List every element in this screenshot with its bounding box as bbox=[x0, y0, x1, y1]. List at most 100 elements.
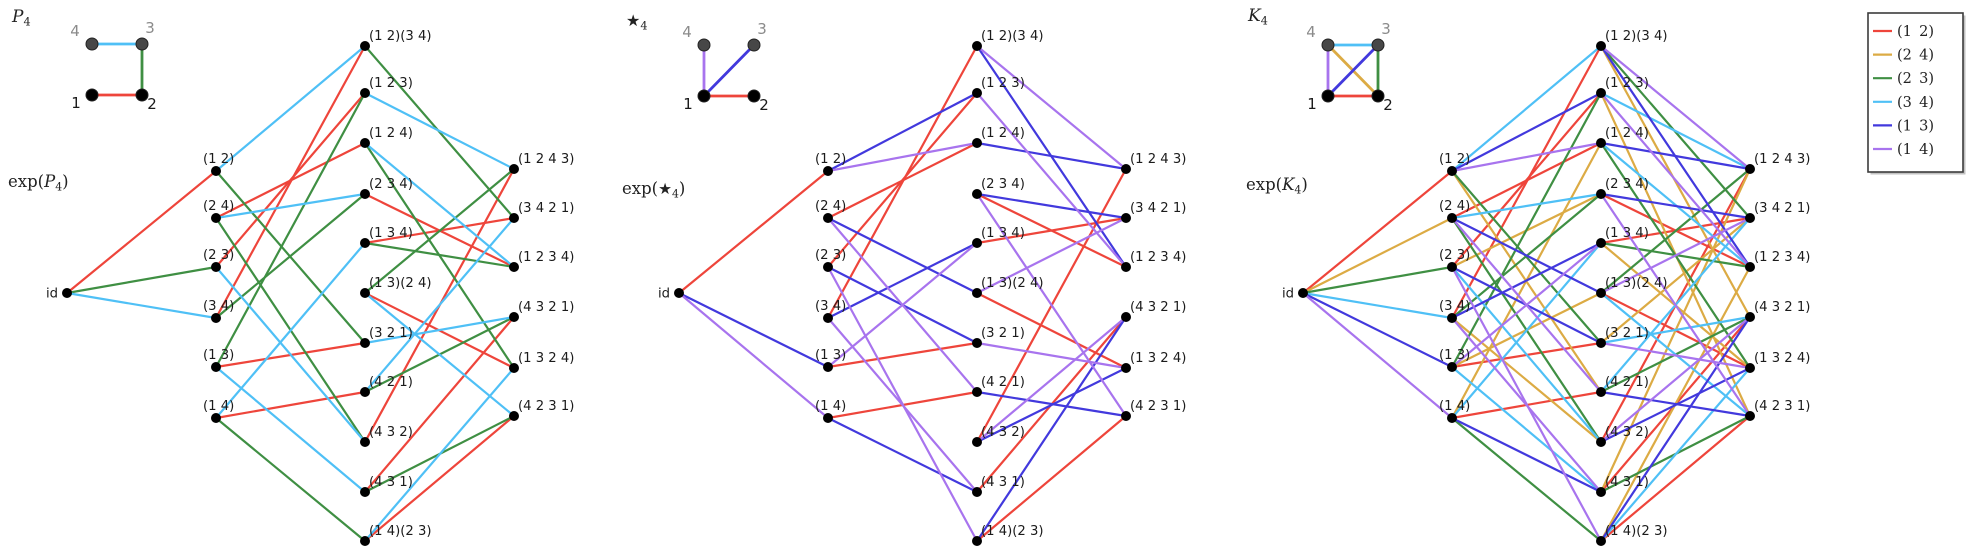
node-k4-(1 2 3 4) bbox=[1745, 262, 1755, 272]
node-label-k4-(1 4): (1 4) bbox=[1439, 399, 1470, 414]
edge-star4-r bbox=[975, 216, 1128, 245]
edge-star4-p bbox=[975, 192, 1128, 418]
panel-title-p4: P4 bbox=[11, 7, 31, 29]
edge-k4-y bbox=[1301, 216, 1454, 295]
edge-p4-g bbox=[214, 192, 367, 320]
edge-star4-p bbox=[975, 341, 1128, 370]
node-label-p4-(4 3 2): (4 3 2) bbox=[369, 425, 413, 440]
node-label-k4-(1 3)(2 4): (1 3)(2 4) bbox=[1605, 276, 1668, 291]
node-k4-(1 3)(2 4) bbox=[1596, 288, 1606, 298]
inset-vertex-label-p4-1: 1 bbox=[71, 94, 81, 112]
edge-k4-b bbox=[1599, 141, 1752, 171]
node-star4-(4 2 1) bbox=[972, 387, 982, 397]
node-k4-(2 3 4) bbox=[1596, 189, 1606, 199]
edge-k4-b bbox=[1599, 192, 1752, 220]
edge-star4-b bbox=[975, 192, 1128, 220]
node-label-k4-(4 2 1): (4 2 1) bbox=[1605, 375, 1649, 390]
edge-k4-p bbox=[1450, 141, 1603, 173]
node-p4-(1 2 4) bbox=[360, 138, 370, 148]
node-star4-(4 2 3 1) bbox=[1121, 411, 1131, 421]
edge-k4-b bbox=[1599, 315, 1752, 543]
node-k4-(4 3 2 1) bbox=[1745, 312, 1755, 322]
node-p4-(4 2 1) bbox=[360, 387, 370, 397]
node-label-star4-(4 3 1): (4 3 1) bbox=[981, 475, 1025, 490]
node-k4-(4 2 1) bbox=[1596, 387, 1606, 397]
node-label-p4-(4 2 3 1): (4 2 3 1) bbox=[518, 399, 574, 414]
panel-p4: id (1 2) (2 4) (2 3) (3 4) (1 3) (1 4) (1 2)(3 … bbox=[46, 29, 574, 546]
edge-k4-p bbox=[1450, 316, 1603, 494]
node-label-p4-(3 4 2 1): (3 4 2 1) bbox=[518, 201, 574, 216]
node-label-p4-(1 2 3 4): (1 2 3 4) bbox=[518, 250, 574, 265]
node-label-k4-id: id bbox=[1282, 287, 1294, 302]
node-star4-(1 3) bbox=[823, 362, 833, 372]
inset-vertex-label-p4-2: 2 bbox=[147, 95, 157, 113]
node-label-p4-(4 3 2 1): (4 3 2 1) bbox=[518, 300, 574, 315]
edge-p4-r bbox=[65, 169, 218, 295]
node-k4-(1 2 4) bbox=[1596, 138, 1606, 148]
node-k4-(1 4) bbox=[1447, 413, 1457, 423]
edge-star4-b bbox=[826, 91, 979, 173]
node-label-star4-id: id bbox=[658, 287, 670, 302]
edge-p4-r bbox=[214, 390, 367, 420]
node-label-star4-(1 3 2 4): (1 3 2 4) bbox=[1130, 351, 1186, 366]
node-label-k4-(2 4): (2 4) bbox=[1439, 199, 1470, 214]
edge-k4-r bbox=[1450, 44, 1603, 320]
edge-p4-c bbox=[363, 216, 516, 394]
legend-label-b: (1 3) bbox=[1897, 118, 1934, 134]
node-label-k4-(3 4 2 1): (3 4 2 1) bbox=[1754, 201, 1810, 216]
inset-vertex-label-star4-1: 1 bbox=[683, 95, 693, 113]
node-label-k4-(1 3 4): (1 3 4) bbox=[1605, 226, 1649, 241]
edge-p4-c bbox=[65, 291, 218, 320]
node-label-k4-(2 3 4): (2 3 4) bbox=[1605, 177, 1649, 192]
edge-p4-r bbox=[363, 414, 516, 543]
node-p4-(2 3 4) bbox=[360, 189, 370, 199]
node-star4-(1 2)(3 4) bbox=[972, 41, 982, 51]
edge-k4-c bbox=[1599, 366, 1752, 543]
node-k4-(1 2)(3 4) bbox=[1596, 41, 1606, 51]
node-label-p4-(1 3 2 4): (1 3 2 4) bbox=[518, 351, 574, 366]
node-star4-(1 2 3 4) bbox=[1121, 262, 1131, 272]
node-p4-(1 3)(2 4) bbox=[360, 288, 370, 298]
node-star4-(2 3) bbox=[823, 262, 833, 272]
inset-vertex-k4-3 bbox=[1371, 38, 1385, 52]
node-k4-(2 4) bbox=[1447, 213, 1457, 223]
panel-k4: id (1 2) (2 4) (2 3) (3 4) (1 3) (1 4) (1 2)(3 … bbox=[1282, 29, 1810, 546]
edge-star4-p bbox=[975, 315, 1128, 444]
node-label-star4-(2 4): (2 4) bbox=[815, 199, 846, 214]
node-label-star4-(1 2 3): (1 2 3) bbox=[981, 76, 1025, 91]
node-label-p4-(3 4): (3 4) bbox=[203, 299, 234, 314]
edge-star4-b bbox=[677, 291, 830, 369]
node-p4-id bbox=[62, 288, 72, 298]
edge-star4-b bbox=[975, 315, 1128, 543]
inset-star4: 1 2 3 4 bbox=[682, 20, 769, 114]
edge-p4-c bbox=[214, 265, 367, 444]
node-star4-(3 4) bbox=[823, 313, 833, 323]
node-label-star4-(1 2 4 3): (1 2 4 3) bbox=[1130, 152, 1186, 167]
node-label-p4-(1 2): (1 2) bbox=[203, 152, 234, 167]
node-label-p4-(1 2)(3 4): (1 2)(3 4) bbox=[369, 29, 432, 44]
node-label-star4-(1 3)(2 4): (1 3)(2 4) bbox=[981, 276, 1044, 291]
inset-vertex-k4-1 bbox=[1321, 89, 1335, 103]
node-label-p4-(1 3)(2 4): (1 3)(2 4) bbox=[369, 276, 432, 291]
node-label-k4-(1 2 4 3): (1 2 4 3) bbox=[1754, 152, 1810, 167]
edge-k4-b bbox=[1450, 416, 1603, 494]
panel-star4: id (1 2) (2 4) (2 3) (3 4) (1 3) (1 4) (1 2)(3 … bbox=[658, 29, 1186, 546]
node-label-p4-(1 2 4): (1 2 4) bbox=[369, 126, 413, 141]
node-p4-(2 3) bbox=[211, 262, 221, 272]
edge-k4-b bbox=[1450, 216, 1603, 295]
node-label-star4-(1 2 3 4): (1 2 3 4) bbox=[1130, 250, 1186, 265]
node-star4-(1 2 4 3) bbox=[1121, 164, 1131, 174]
node-label-star4-(1 2)(3 4): (1 2)(3 4) bbox=[981, 29, 1044, 44]
edge-k4-g bbox=[1301, 265, 1454, 295]
edge-star4-p bbox=[975, 216, 1128, 295]
edge-p4-c bbox=[363, 315, 516, 345]
node-label-k4-(2 3): (2 3) bbox=[1439, 248, 1470, 263]
node-p4-(1 2) bbox=[211, 166, 221, 176]
legend-label-g: (2 3) bbox=[1897, 71, 1934, 87]
node-k4-(4 2 3 1) bbox=[1745, 411, 1755, 421]
edge-star4-b bbox=[826, 416, 979, 494]
node-p4-(1 4)(2 3) bbox=[360, 536, 370, 546]
node-star4-(1 4)(2 3) bbox=[972, 536, 982, 546]
node-label-star4-(1 4): (1 4) bbox=[815, 399, 846, 414]
edge-k4-p bbox=[1599, 192, 1752, 418]
